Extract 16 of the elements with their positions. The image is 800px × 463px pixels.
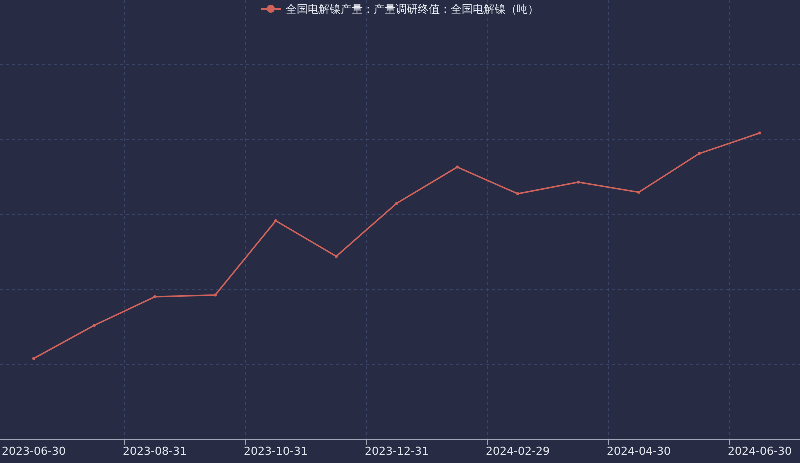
x-tick-label: 2023-12-31 — [365, 445, 429, 458]
point — [758, 132, 762, 135]
point — [214, 294, 217, 297]
point — [335, 255, 338, 258]
x-tick-label: 2023-10-31 — [244, 445, 308, 458]
x-tick-label: 2024-04-30 — [607, 445, 671, 458]
x-tick-label: 2024-06-30 — [728, 445, 792, 458]
x-tick-label: 2023-08-31 — [123, 445, 187, 458]
point — [577, 180, 580, 184]
point — [93, 324, 96, 328]
legend: 全国电解镍产量：产量调研终值：全国电解镍（吨） — [261, 3, 539, 16]
point — [698, 152, 701, 156]
x-tick-label: 2023-06-30 — [2, 445, 66, 458]
point — [32, 357, 36, 360]
x-tick-label: 2024-02-29 — [486, 445, 550, 458]
point — [456, 166, 459, 169]
